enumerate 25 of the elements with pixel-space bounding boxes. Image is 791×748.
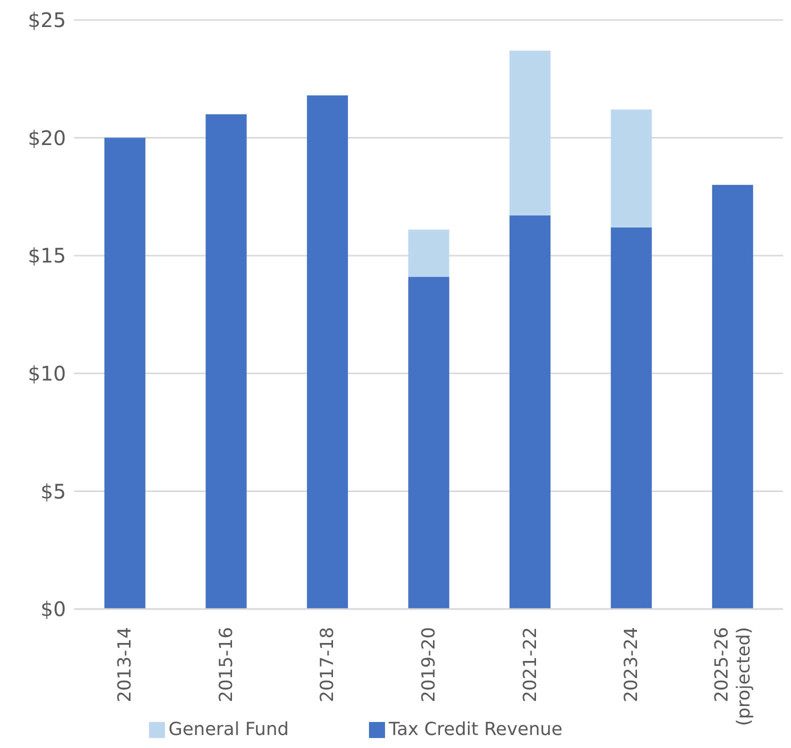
- y-tick-label: $20: [28, 126, 66, 150]
- y-tick-label: $10: [28, 362, 66, 386]
- x-tick-label: 2023-24: [620, 627, 642, 702]
- y-tick-label: $15: [28, 244, 66, 268]
- y-tick-label: $0: [40, 597, 66, 622]
- bar: [510, 216, 551, 609]
- legend-label: General Fund: [168, 719, 289, 740]
- bar: [712, 184, 754, 609]
- bar: [610, 227, 652, 609]
- x-tick-label: 2013-14: [114, 627, 136, 702]
- bar: [408, 276, 450, 609]
- x-tick-label: 2015-16: [215, 627, 236, 702]
- bar: [510, 50, 551, 216]
- x-tick-label: 2025-26 (projected): [710, 627, 754, 726]
- x-tick-label: 2021-22: [519, 627, 540, 702]
- y-tick-label: $5: [40, 479, 66, 504]
- y-tick-label: $25: [28, 8, 66, 32]
- x-tick-label: 2017-18: [316, 627, 338, 702]
- bar: [610, 110, 652, 228]
- legend-label: Tax Credit Revenue: [388, 719, 562, 740]
- bar: [104, 138, 146, 609]
- x-tick-label: 2019-20: [418, 627, 439, 702]
- bar: [306, 95, 348, 609]
- bar: [408, 230, 450, 277]
- bar: [206, 114, 247, 609]
